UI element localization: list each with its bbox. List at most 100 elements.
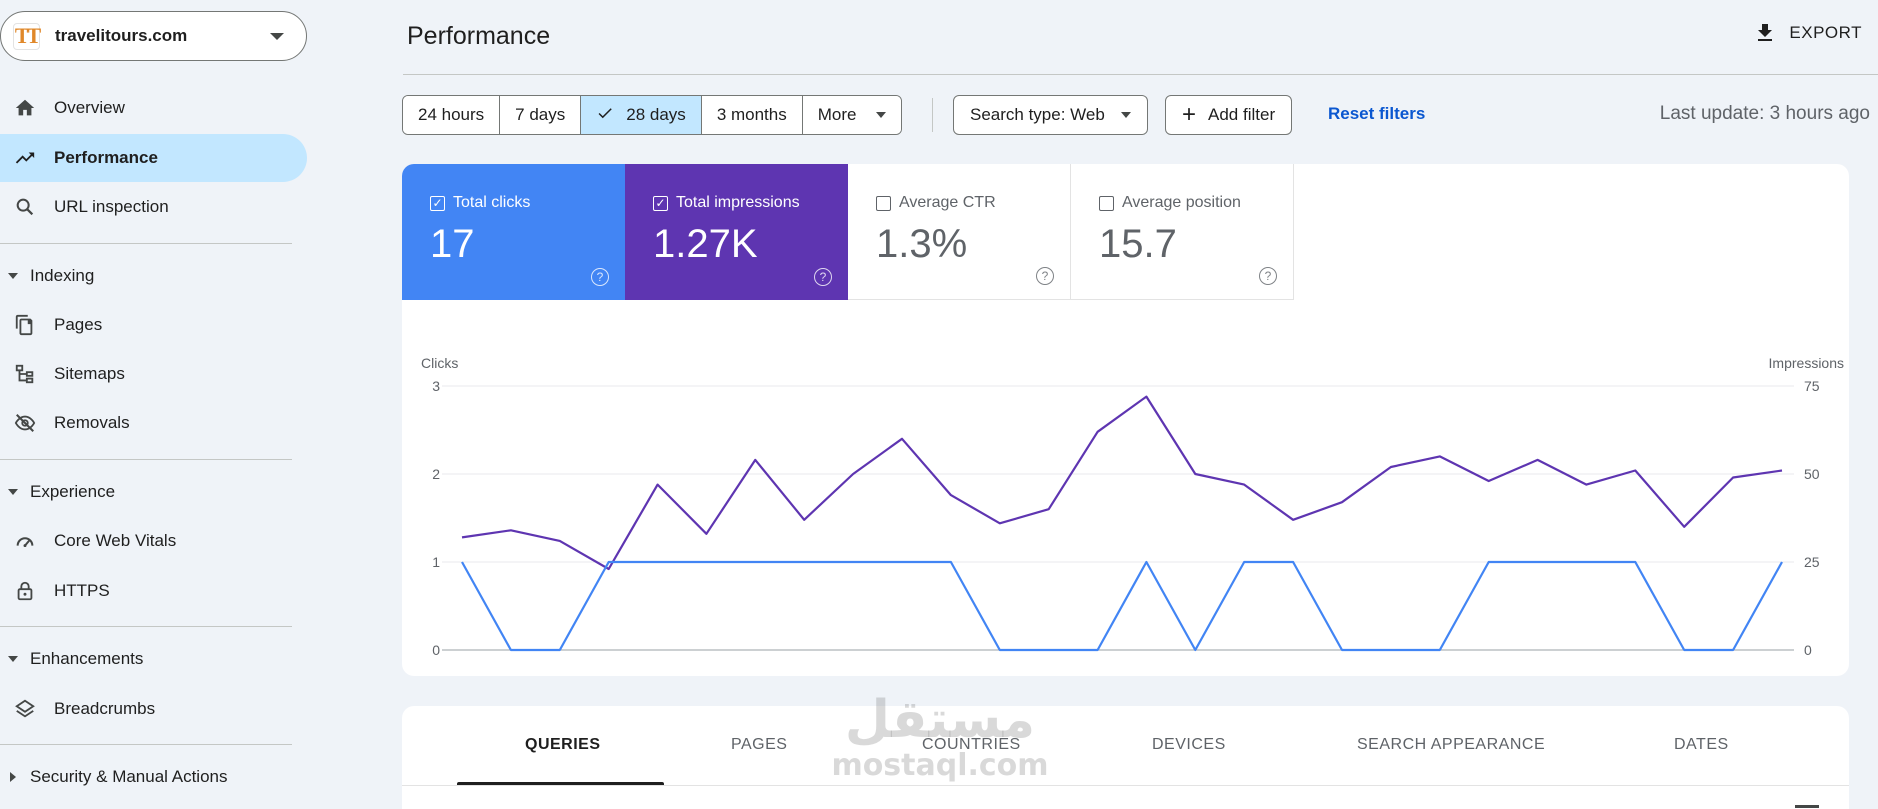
dimension-tabs: QUERIES PAGES COUNTRIES DEVICES SEARCH A… [402, 706, 1849, 809]
last-update-text: Last update: 3 hours ago [1659, 103, 1870, 124]
left-tick-label: 3 [432, 378, 440, 394]
divider [0, 626, 292, 627]
tab-devices[interactable]: DEVICES [1152, 736, 1226, 753]
layers-icon [13, 697, 37, 721]
metric-label: Average position [1122, 194, 1241, 211]
tab-dates[interactable]: DATES [1674, 736, 1729, 753]
divider [0, 243, 292, 244]
property-logo: TT [13, 22, 41, 50]
performance-chart[interactable]: ClicksImpressions012302550754/29/255/2/2… [402, 324, 1849, 664]
nav-https[interactable]: HTTPS [0, 567, 307, 615]
right-tick-label: 75 [1804, 378, 1820, 394]
nav-core-web-vitals[interactable]: Core Web Vitals [0, 517, 307, 565]
range-7-days[interactable]: 7 days [500, 96, 582, 134]
reset-filters-link[interactable]: Reset filters [1328, 104, 1426, 123]
help-icon[interactable]: ? [591, 268, 609, 286]
metric-value: 17 [430, 222, 475, 266]
left-tick-label: 2 [432, 466, 440, 482]
performance-card: ✓ Total clicks 17 ? ✓ Total impressions 1.… [402, 164, 1849, 676]
range-more-label: More [817, 105, 857, 124]
caret-down-icon [876, 112, 887, 118]
property-selector[interactable]: TT travelitours.com [0, 11, 307, 61]
plus-icon: + [1182, 101, 1197, 128]
collapse-icon [8, 656, 18, 662]
right-tick-label: 0 [1804, 642, 1812, 658]
right-tick-label: 25 [1804, 554, 1820, 570]
help-icon[interactable]: ? [1259, 267, 1277, 285]
metric-average-position[interactable]: Average position 15.7 ? [1071, 164, 1294, 300]
tabs-divider [402, 785, 1849, 786]
tab-search-appearance[interactable]: SEARCH APPEARANCE [1357, 736, 1546, 753]
range-28-days[interactable]: 28 days [581, 96, 702, 134]
range-28-days-label: 28 days [626, 105, 686, 124]
divider [0, 744, 292, 745]
help-icon[interactable]: ? [1036, 267, 1054, 285]
metric-value: 1.3% [876, 222, 968, 266]
metric-average-ctr[interactable]: Average CTR 1.3% ? [848, 164, 1071, 300]
section-enhancements-label: Enhancements [30, 649, 144, 668]
help-icon[interactable]: ? [814, 268, 832, 286]
nav-removals[interactable]: Removals [0, 399, 307, 447]
checkbox-checked-icon: ✓ [430, 195, 445, 211]
add-filter-label: Add filter [1208, 105, 1276, 124]
range-24-hours[interactable]: 24 hours [403, 96, 501, 134]
page-title: Performance [407, 22, 551, 50]
left-tick-label: 0 [432, 642, 440, 658]
visibility-off-icon [13, 411, 37, 435]
section-security[interactable]: Security & Manual Actions [0, 759, 227, 795]
range-3-months[interactable]: 3 months [701, 96, 803, 134]
check-icon [596, 104, 614, 127]
download-icon [1758, 24, 1773, 41]
nav-overview-label: Overview [54, 98, 125, 117]
series-line-impressions [461, 395, 1783, 571]
nav-url-inspection-label: URL inspection [54, 197, 169, 216]
collapse-icon [8, 273, 18, 279]
export-button[interactable]: EXPORT [1753, 21, 1862, 45]
add-filter-button[interactable]: + Add filter [1165, 95, 1293, 135]
nav-overview[interactable]: Overview [0, 84, 307, 132]
nav-core-web-vitals-label: Core Web Vitals [54, 531, 177, 550]
section-indexing-label: Indexing [30, 266, 95, 285]
nav-performance[interactable]: Performance [0, 134, 307, 182]
metric-label: Average CTR [899, 194, 996, 211]
section-enhancements[interactable]: Enhancements [0, 641, 143, 677]
metric-value: 15.7 [1099, 222, 1177, 266]
metric-total-clicks[interactable]: ✓ Total clicks 17 ? [402, 164, 625, 300]
caret-down-icon [270, 33, 284, 40]
caret-down-icon [1120, 112, 1131, 118]
speed-gauge-icon [13, 529, 37, 553]
property-name: travelitours.com [55, 26, 188, 45]
metric-value: 1.27K [653, 222, 758, 266]
metric-total-impressions[interactable]: ✓ Total impressions 1.27K ? [625, 164, 848, 300]
collapse-icon [8, 489, 18, 495]
checkbox-empty-icon [1099, 195, 1114, 211]
section-experience-label: Experience [30, 482, 116, 501]
nav-pages[interactable]: Pages [0, 301, 307, 349]
section-experience[interactable]: Experience [0, 474, 115, 510]
table-filter-icon[interactable] [1795, 805, 1819, 808]
nav-sitemaps[interactable]: Sitemaps [0, 350, 307, 398]
metric-label: Total impressions [676, 194, 800, 211]
tab-pages[interactable]: PAGES [731, 736, 788, 753]
sitemap-icon [13, 362, 37, 386]
nav-breadcrumbs[interactable]: Breadcrumbs [0, 685, 307, 733]
sidebar: TT travelitours.com Overview Performance… [0, 0, 310, 809]
active-tab-indicator [457, 782, 664, 785]
section-security-label: Security & Manual Actions [30, 767, 228, 786]
nav-pages-label: Pages [54, 315, 103, 334]
tab-queries[interactable]: QUERIES [525, 736, 601, 753]
nav-performance-label: Performance [54, 148, 158, 167]
nav-url-inspection[interactable]: URL inspection [0, 183, 307, 231]
checkbox-checked-icon: ✓ [653, 195, 668, 211]
tab-countries[interactable]: COUNTRIES [922, 736, 1021, 753]
expand-icon [10, 772, 16, 782]
nav-breadcrumbs-label: Breadcrumbs [54, 699, 156, 718]
range-more-dropdown[interactable]: More [802, 96, 902, 134]
search-type-label: Search type: Web [970, 105, 1105, 124]
left-axis-title: Clicks [421, 355, 458, 371]
nav-removals-label: Removals [54, 413, 130, 432]
nav-https-label: HTTPS [54, 581, 110, 600]
search-type-dropdown[interactable]: Search type: Web [953, 95, 1148, 135]
section-indexing[interactable]: Indexing [0, 258, 94, 294]
lock-icon [13, 579, 37, 603]
